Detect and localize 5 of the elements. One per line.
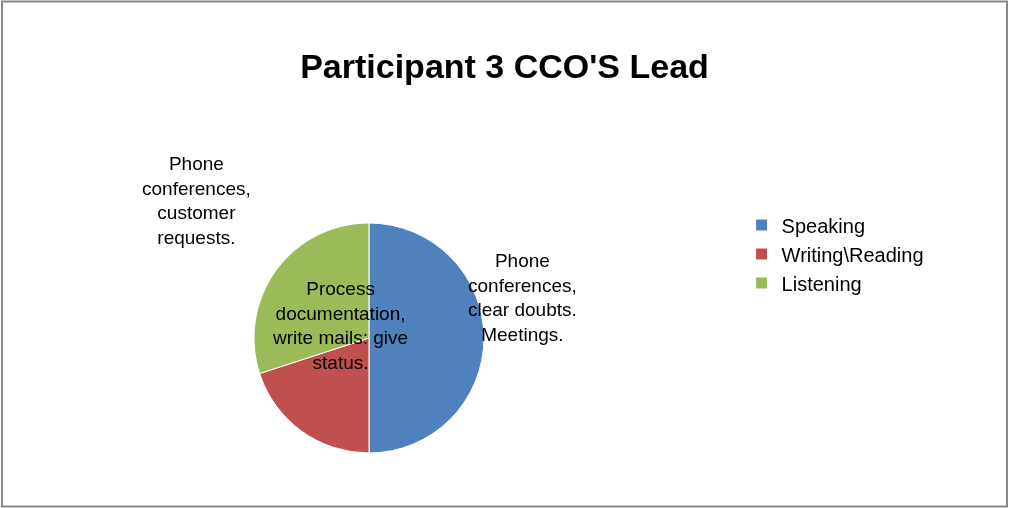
legend-label: Listening (781, 272, 862, 295)
text: Phone conferences, customer requests. (142, 153, 251, 249)
legend-label: Speaking (781, 214, 866, 237)
chart-title: Participant 3 CCO'S Lead (300, 46, 709, 85)
legend-label: Writing\Reading (781, 243, 924, 266)
